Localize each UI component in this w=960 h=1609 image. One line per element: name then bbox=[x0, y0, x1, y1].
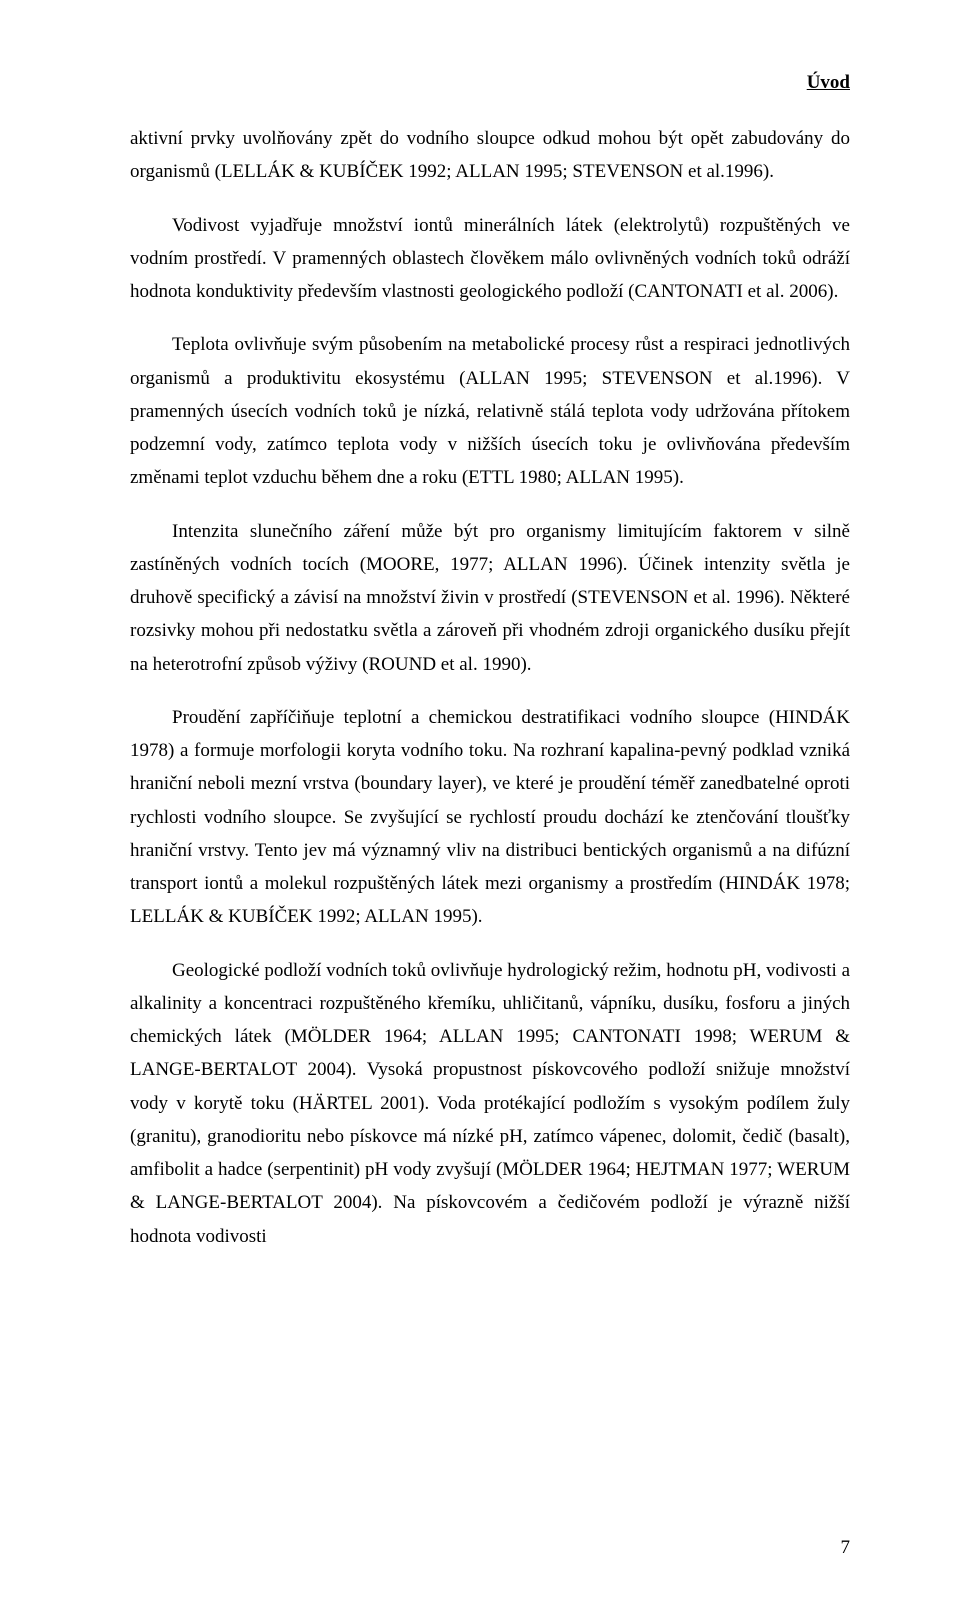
paragraph-5: Proudění zapříčiňuje teplotní a chemicko… bbox=[130, 701, 850, 934]
document-page: Úvod aktivní prvky uvolňovány zpět do vo… bbox=[0, 0, 960, 1609]
paragraph-1: aktivní prvky uvolňovány zpět do vodního… bbox=[130, 122, 850, 189]
page-number: 7 bbox=[841, 1537, 851, 1559]
paragraph-2: Vodivost vyjadřuje množství iontů minerá… bbox=[130, 209, 850, 309]
paragraph-4: Intenzita slunečního záření může být pro… bbox=[130, 515, 850, 681]
paragraph-3: Teplota ovlivňuje svým působením na meta… bbox=[130, 328, 850, 494]
section-header: Úvod bbox=[130, 72, 850, 94]
paragraph-6: Geologické podloží vodních toků ovlivňuj… bbox=[130, 954, 850, 1253]
